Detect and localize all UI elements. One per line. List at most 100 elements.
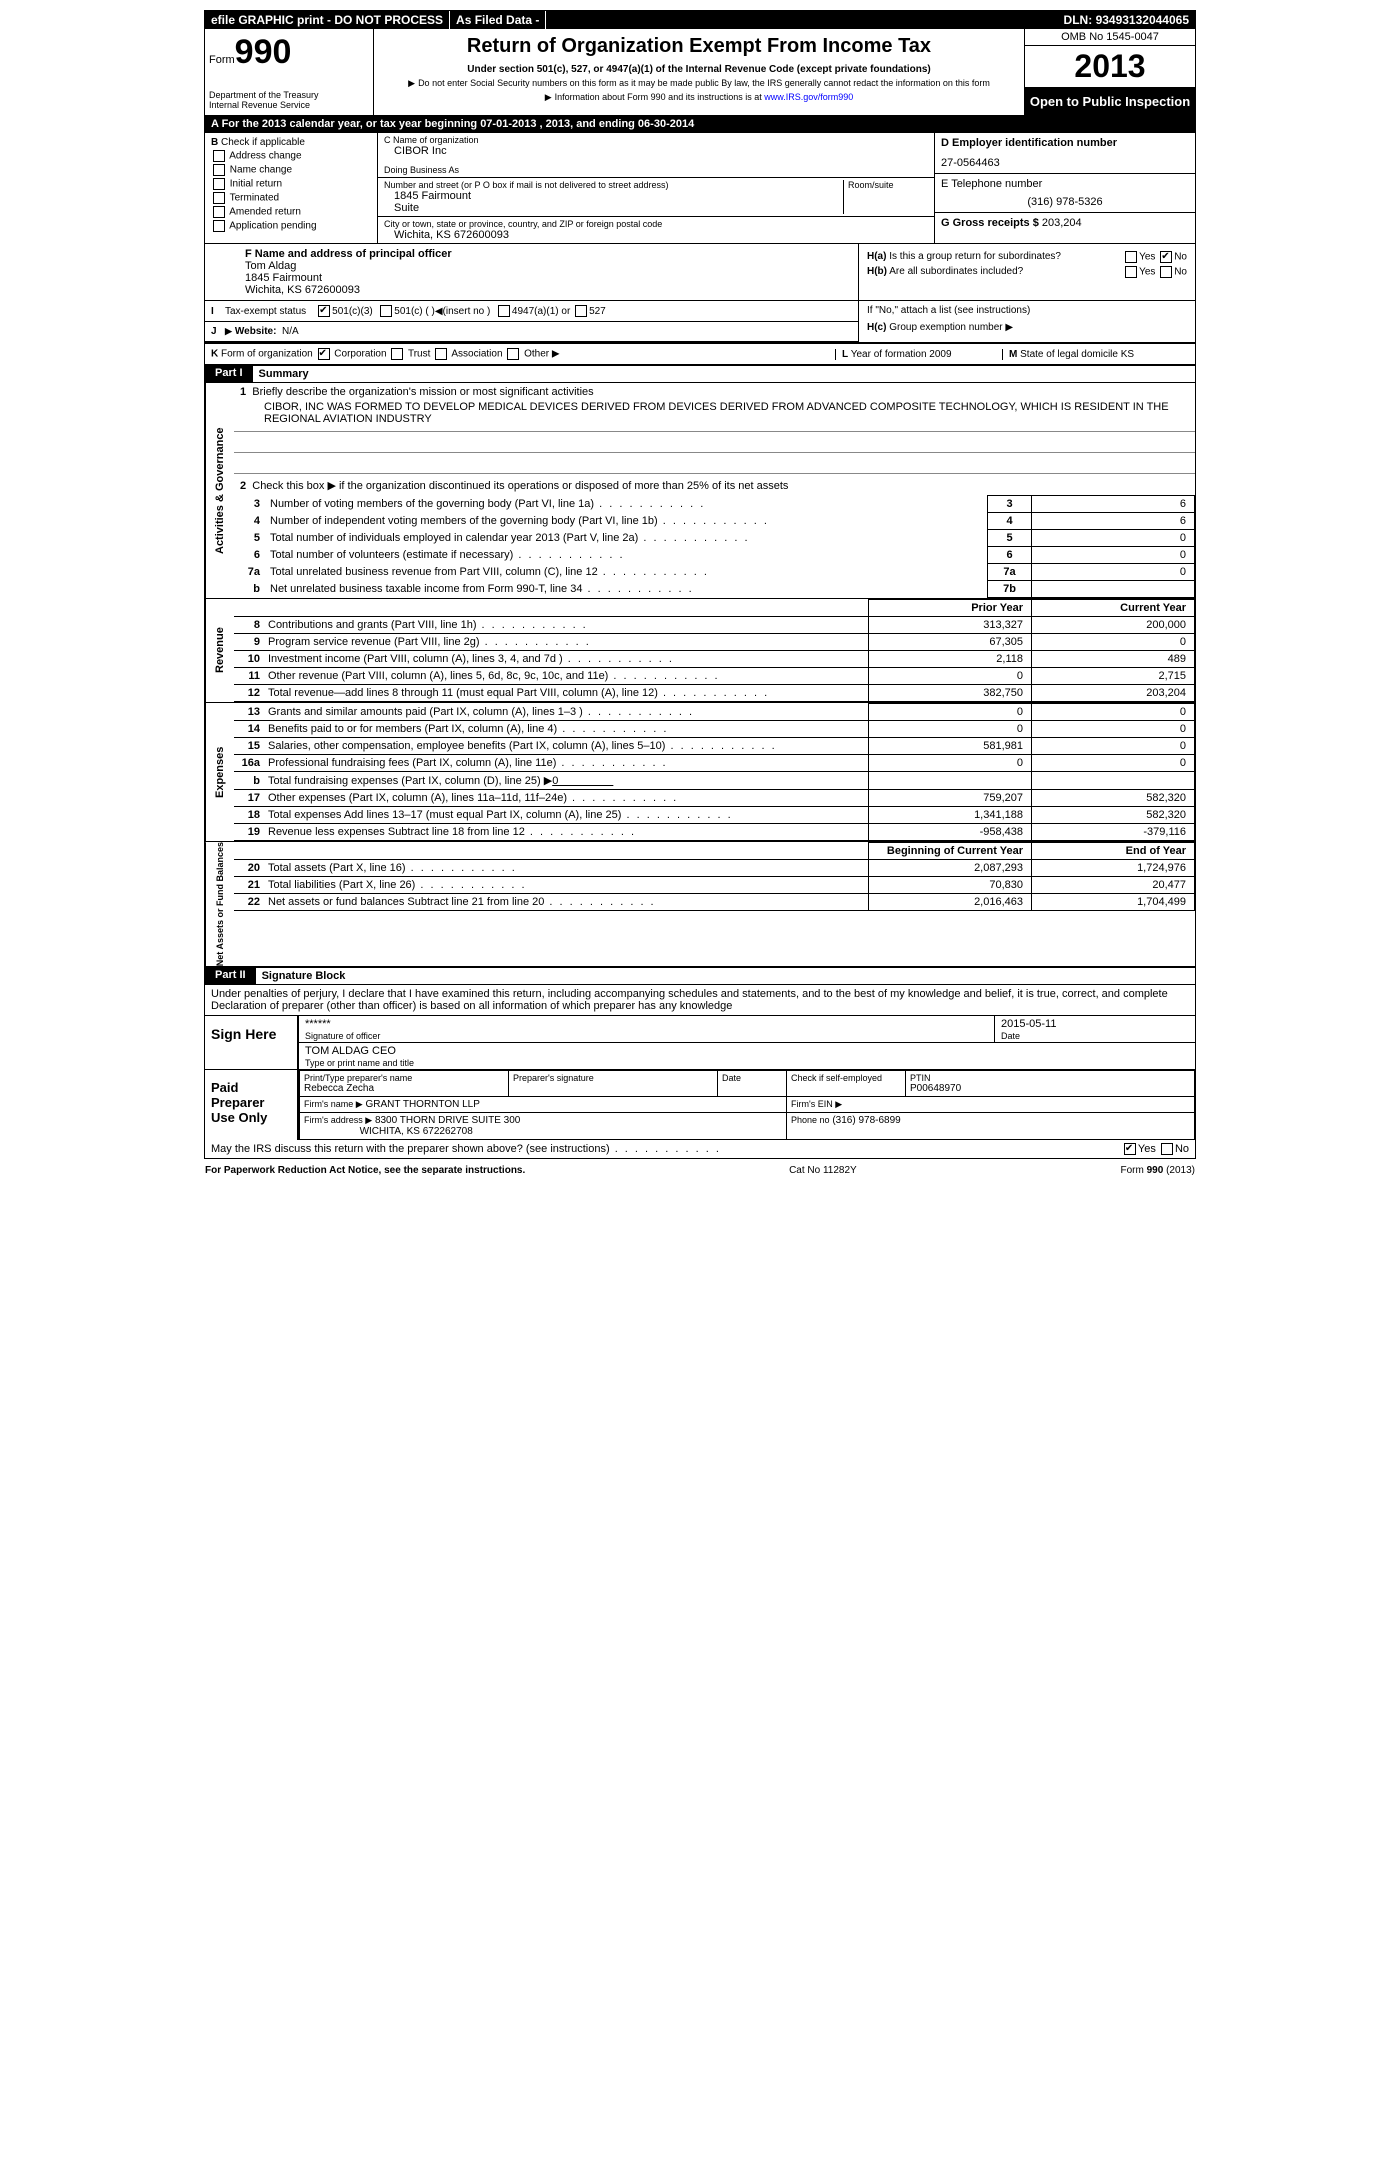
table-row: 11Other revenue (Part VIII, column (A), … [234,668,1195,685]
dept-label: Department of the Treasury [209,90,369,100]
dln-label: DLN: [1064,13,1093,27]
form-number: Form990 [209,33,369,72]
footer-form: Form 990 (2013) [1121,1165,1195,1176]
dln: DLN: 93493132044065 [1058,11,1195,29]
table-row: 5Total number of individuals employed in… [234,530,1195,547]
efile-notice: efile GRAPHIC print - DO NOT PROCESS [205,11,450,29]
cb-name[interactable]: Name change [211,164,371,176]
topbar-spacer [546,11,1057,29]
activities-section: Activities & Governance 1 Briefly descri… [205,383,1195,599]
cb-501c3[interactable] [318,305,330,317]
ha-yes[interactable] [1125,251,1137,263]
table-row: 7aTotal unrelated business revenue from … [234,564,1195,581]
governance-table: 3Number of voting members of the governi… [234,495,1195,598]
cb-initial[interactable]: Initial return [211,178,371,190]
table-row: 21Total liabilities (Part X, line 26)70,… [234,877,1195,894]
header-center: Return of Organization Exempt From Incom… [374,29,1024,115]
preparer-name: Rebecca Zecha [304,1083,504,1094]
header-left: Form990 Department of the Treasury Inter… [205,29,374,115]
phone: (316) 978-5326 [941,196,1189,208]
dln-value: 93493132044065 [1096,13,1189,27]
table-row: 16aProfessional fundraising fees (Part I… [234,755,1195,772]
table-row: bNet unrelated business taxable income f… [234,581,1195,598]
part2-header: Part II Signature Block [205,967,1195,985]
ptin: P00648970 [910,1083,1190,1094]
gross-cell: G Gross receipts $ 203,204 [935,213,1195,233]
topbar: efile GRAPHIC print - DO NOT PROCESS As … [205,11,1195,29]
cb-trust[interactable] [391,348,403,360]
section-fh: F Name and address of principal officer … [205,244,1195,301]
omb-number: OMB No 1545-0047 [1025,29,1195,46]
table-row: 6Total number of volunteers (estimate if… [234,547,1195,564]
discuss-no[interactable] [1161,1143,1173,1155]
section-f: F Name and address of principal officer … [205,244,858,300]
year-formation: 2009 [929,349,951,360]
expenses-section: Expenses 13Grants and similar amounts pa… [205,703,1195,842]
section-h-right: If "No," attach a list (see instructions… [858,301,1195,342]
officer-name: Tom Aldag [245,260,848,272]
revenue-table: Prior YearCurrent Year 8Contributions an… [234,599,1195,702]
ssn-note: Do not enter Social Security numbers on … [384,78,1014,89]
sign-here-label: Sign Here [205,1016,297,1069]
cb-501c[interactable] [380,305,392,317]
cb-4947[interactable] [498,305,510,317]
section-bcd: B Check if applicable Address change Nam… [205,133,1195,244]
table-row: 10Investment income (Part VIII, column (… [234,651,1195,668]
cb-corp[interactable] [318,348,330,360]
header: Form990 Department of the Treasury Inter… [205,29,1195,116]
paid-preparer-section: Paid Preparer Use Only Print/Type prepar… [205,1070,1195,1140]
table-row: 9Program service revenue (Part VIII, lin… [234,634,1195,651]
form-label: Form [209,54,235,66]
footer-cat: Cat No 11282Y [789,1165,857,1176]
preparer-table: Print/Type preparer's nameRebecca Zecha … [299,1070,1195,1140]
state-domicile: KS [1121,349,1134,360]
city: Wichita, KS 672600093 [384,229,928,241]
hb-row: H(b) Are all subordinates included? Yes … [867,266,1187,278]
cb-527[interactable] [575,305,587,317]
info-note: Information about Form 990 and its instr… [384,92,1014,103]
hb-no[interactable] [1160,266,1172,278]
table-row: 19Revenue less expenses Subtract line 18… [234,824,1195,841]
footer-pra: For Paperwork Reduction Act Notice, see … [205,1165,525,1176]
line-i: I Tax-exempt status 501(c)(3) 501(c) ( )… [205,301,858,322]
vtab-governance: Activities & Governance [205,383,234,598]
cb-address[interactable]: Address change [211,150,371,162]
cb-amended[interactable]: Amended return [211,206,371,218]
cb-terminated[interactable]: Terminated [211,192,371,204]
irs-link[interactable]: www.IRS.gov/form990 [764,92,853,102]
table-row: 18Total expenses Add lines 13–17 (must e… [234,807,1195,824]
firm-addr: 8300 THORN DRIVE SUITE 300 [375,1115,520,1126]
sign-here-section: Sign Here ****** Signature of officer 20… [205,1016,1195,1070]
tax-year: 2013 [1025,46,1195,88]
cb-application[interactable]: Application pending [211,220,371,232]
discuss-yes[interactable] [1124,1143,1136,1155]
ein: 27-0564463 [941,157,1189,169]
discuss-row: May the IRS discuss this return with the… [205,1140,1195,1159]
ha-row: H(a) Is this a group return for subordin… [867,251,1187,263]
line-k: K Form of organization Corporation Trust… [205,342,1195,365]
col-b: B Check if applicable Address change Nam… [205,133,378,243]
form-990-page: efile GRAPHIC print - DO NOT PROCESS As … [204,10,1196,1159]
asfiled-label: As Filed Data - [450,11,546,29]
cb-assoc[interactable] [435,348,447,360]
section-a: A For the 2013 calendar year, or tax yea… [205,116,1195,133]
officer-city: Wichita, KS 672600093 [245,284,848,296]
officer-name-title: TOM ALDAG CEO [299,1043,1195,1057]
street: 1845 Fairmount [384,190,839,202]
expenses-table: 13Grants and similar amounts paid (Part … [234,703,1195,841]
table-row: 14Benefits paid to or for members (Part … [234,721,1195,738]
mission-text: CIBOR, INC WAS FORMED TO DEVELOP MEDICAL… [234,401,1195,432]
ha-no[interactable] [1160,251,1172,263]
netassets-section: Net Assets or Fund Balances Beginning of… [205,842,1195,967]
line-j: J Website: N/A [205,322,858,342]
hb-yes[interactable] [1125,266,1137,278]
firm-phone: (316) 978-6899 [832,1115,900,1126]
cb-other[interactable] [507,348,519,360]
page-footer: For Paperwork Reduction Act Notice, see … [205,1159,1195,1182]
section-h: H(a) Is this a group return for subordin… [858,244,1195,300]
org-name-cell: C Name of organization CIBOR Inc Doing B… [378,133,934,178]
table-row: 13Grants and similar amounts paid (Part … [234,704,1195,721]
col-c: C Name of organization CIBOR Inc Doing B… [378,133,934,243]
website: N/A [282,326,299,337]
table-row: 8Contributions and grants (Part VIII, li… [234,617,1195,634]
